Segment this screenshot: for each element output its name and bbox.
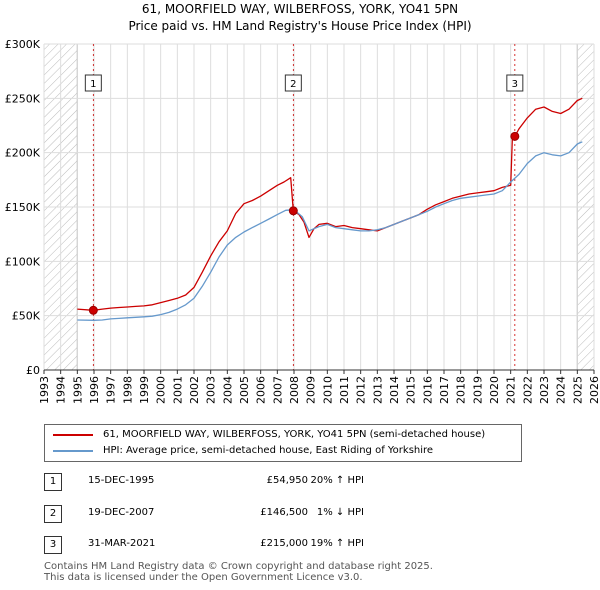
footer-license: This data is licensed under the Open Gov…: [44, 572, 363, 583]
sale-number-badge: 1: [44, 473, 62, 491]
x-tick-label: 1999: [138, 376, 151, 404]
y-tick-label: £250K: [5, 92, 41, 105]
footer-copyright: Contains HM Land Registry data © Crown c…: [44, 561, 433, 572]
x-tick-label: 2016: [421, 376, 434, 404]
x-tick-label: 2002: [188, 376, 201, 404]
legend-swatch-hpi: [53, 450, 93, 452]
sale-marker-box-3: [506, 74, 524, 92]
x-tick-label: 1994: [55, 376, 68, 404]
x-tick-label: 2012: [355, 376, 368, 404]
x-tick-label: 2003: [205, 376, 218, 404]
sale-price: £146,500: [260, 507, 308, 518]
chart-subtitle: Price paid vs. HM Land Registry's House …: [128, 19, 472, 33]
sale-marker-label-2: 2: [290, 79, 296, 90]
legend-swatch-property: [53, 434, 93, 436]
x-tick-label: 1993: [38, 376, 51, 404]
x-tick-label: 2010: [321, 376, 334, 404]
sale-price: £215,000: [260, 538, 308, 549]
x-tick-label: 1998: [121, 376, 134, 404]
y-tick-label: £200K: [5, 147, 41, 160]
sale-marker-box-1: [84, 74, 102, 92]
sale-number-badge: 2: [44, 505, 62, 523]
sale-date: 19-DEC-2007: [88, 507, 155, 518]
sale-point-1: [88, 305, 98, 315]
sale-marker-label-1: 1: [90, 79, 96, 90]
sale-point-2: [288, 206, 298, 216]
y-tick-label: £0: [26, 364, 40, 377]
sale-marker-box-2: [284, 74, 302, 92]
price-chart: 1 2 3 £0 £50K £100K £150K £200K £250K £300K 1993 1…: [5, 38, 600, 404]
x-tick-label: 2006: [255, 376, 268, 404]
x-tick-label: 2007: [271, 376, 284, 404]
x-tick-label: 1995: [71, 376, 84, 404]
y-tick-label: £100K: [5, 255, 41, 268]
x-tick-label: 1996: [88, 376, 101, 404]
sale-price: £54,950: [266, 475, 308, 486]
x-tick-label: 2000: [155, 376, 168, 404]
sale-number-badge: 3: [44, 536, 62, 554]
x-tick-label: 2017: [438, 376, 451, 404]
series-line-hpi: [77, 141, 583, 321]
x-tick-label: 2023: [538, 376, 551, 404]
x-tick-label: 2005: [238, 376, 251, 404]
y-tick-label: £150K: [5, 201, 41, 214]
y-tick-label: £300K: [5, 38, 41, 51]
sale-date: 15-DEC-1995: [88, 475, 155, 486]
x-tick-label: 2004: [221, 376, 234, 404]
sale-point-3: [510, 131, 520, 141]
x-tick-label: 2025: [571, 376, 584, 404]
x-tick-label: 2015: [405, 376, 418, 404]
series-line-property: [77, 97, 583, 311]
y-tick-label: £50K: [12, 310, 41, 323]
sale-hpi-diff: 20% ↑ HPI: [310, 475, 364, 486]
x-tick-label: 2001: [171, 376, 184, 404]
legend-label-property: 61, MOORFIELD WAY, WILBERFOSS, YORK, YO4…: [103, 429, 486, 440]
x-tick-label: 1997: [105, 376, 118, 404]
sale-date: 31-MAR-2021: [88, 538, 156, 549]
x-tick-label: 2022: [521, 376, 534, 404]
x-tick-label: 2021: [505, 376, 518, 404]
legend-label-hpi: HPI: Average price, semi-detached house,…: [103, 445, 434, 456]
x-tick-label: 2018: [455, 376, 468, 404]
x-tick-label: 2013: [371, 376, 384, 404]
sale-marker-label-3: 3: [512, 79, 518, 90]
chart-title: 61, MOORFIELD WAY, WILBERFOSS, YORK, YO4…: [141, 2, 459, 16]
x-tick-label: 2008: [288, 376, 301, 404]
chart-legend: 61, MOORFIELD WAY, WILBERFOSS, YORK, YO4…: [44, 424, 522, 462]
x-tick-label: 2009: [305, 376, 318, 404]
x-tick-label: 2020: [488, 376, 501, 404]
sale-hpi-diff: 1% ↓ HPI: [316, 507, 364, 518]
x-tick-label: 2011: [338, 376, 351, 404]
sale-hpi-diff: 19% ↑ HPI: [310, 538, 364, 549]
footer-attribution: Contains HM Land Registry data © Crown c…: [44, 561, 433, 583]
x-tick-label: 2019: [471, 376, 484, 404]
x-tick-label: 2026: [588, 376, 600, 404]
x-tick-label: 2024: [555, 376, 568, 404]
x-tick-label: 2014: [388, 376, 401, 404]
